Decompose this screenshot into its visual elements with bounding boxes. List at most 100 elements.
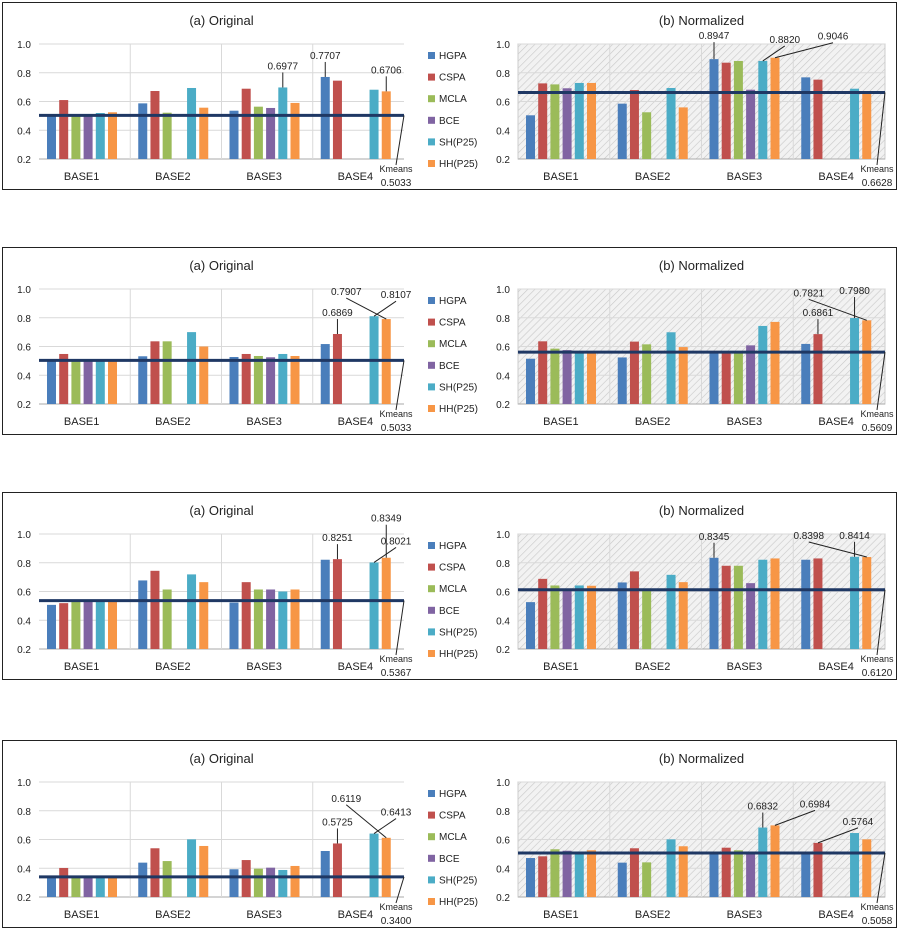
bar-bce-base1 [83, 360, 93, 404]
bar-cspa-base4 [332, 559, 342, 649]
legend-swatch [428, 606, 435, 614]
bar-shp25-base1 [574, 82, 584, 159]
bar-shp25-base1 [95, 600, 105, 649]
data-label: 0.6413 [381, 808, 412, 819]
bar-hgpa-base4 [801, 559, 811, 649]
y-tick-label: 0.4 [496, 371, 510, 382]
legend-swatch [428, 563, 435, 571]
legend-label: BCE [439, 116, 460, 127]
kmeans-value: 0.6120 [862, 668, 893, 679]
legend-label: SH(P25) [439, 137, 477, 148]
annotation-leader [808, 541, 867, 558]
x-tick-label: BASE4 [338, 171, 373, 183]
bar-shp25-base1 [574, 585, 584, 649]
y-tick-label: 0.6 [17, 836, 31, 847]
bar-hhp25-base2 [678, 347, 688, 404]
bar-shp25-base3 [278, 353, 288, 404]
bar-cspa-base4 [332, 334, 342, 404]
bar-shp25-base1 [95, 113, 105, 159]
x-tick-label: BASE2 [635, 171, 670, 183]
bar-cspa-base2 [629, 571, 639, 649]
bar-hgpa-base3 [709, 352, 719, 404]
bar-cspa-base4 [332, 843, 342, 897]
x-tick-label: BASE1 [543, 909, 578, 921]
legend-label: HGPA [439, 51, 467, 62]
y-tick-label: 0.2 [496, 400, 510, 411]
bar-shp25-base2 [187, 839, 197, 897]
bar-shp25-base3 [758, 325, 768, 404]
y-tick-label: 1.0 [17, 285, 31, 296]
y-tick-label: 1.0 [496, 285, 510, 296]
y-tick-label: 1.0 [496, 778, 510, 789]
bar-bce-base3 [266, 867, 276, 897]
x-tick-label: BASE1 [543, 416, 578, 428]
legend-swatch [428, 340, 435, 348]
annotation-leader [373, 818, 397, 834]
legend-swatch [428, 650, 435, 657]
x-tick-label: BASE2 [155, 909, 190, 921]
x-tick-label: BASE1 [64, 171, 99, 183]
bar-hgpa-base1 [47, 360, 56, 404]
bar-hhp25-base1 [587, 352, 596, 404]
x-tick-label: BASE1 [64, 416, 99, 428]
bar-bce-base3 [746, 345, 756, 404]
bar-cspa-base3 [721, 847, 731, 897]
legend-swatch [428, 318, 435, 326]
chart-normalized: (b) Normalized 0.2 0.4 0.6 0.8 1.0 BASE1 BASE2 B… [496, 13, 894, 189]
legend-label: CSPA [439, 318, 466, 329]
y-tick-label: 0.6 [496, 836, 510, 847]
y-tick-label: 0.4 [496, 864, 510, 875]
y-tick-label: 1.0 [17, 778, 31, 789]
kmeans-leader-line [876, 92, 886, 166]
kmeans-label: Kmeans [379, 164, 413, 174]
kmeans-label: Kmeans [379, 409, 413, 419]
kmeans-value: 0.5033 [381, 178, 412, 189]
figure-row-3: HGPA CSPA MCLA BCE SH(P25) HH(P25) (a) Origina… [2, 492, 897, 680]
bar-shp25-base3 [278, 87, 288, 159]
y-tick-label: 0.6 [17, 588, 31, 599]
bar-hgpa-base3 [229, 356, 239, 404]
kmeans-label: Kmeans [379, 902, 413, 912]
bar-hhp25-base3 [770, 825, 780, 897]
data-label: 0.8021 [381, 536, 412, 547]
bar-shp25-base4 [850, 318, 860, 404]
bar-hhp25-base2 [678, 582, 688, 649]
x-tick-label: BASE2 [155, 416, 190, 428]
kmeans-leader-line [395, 876, 405, 904]
y-tick-label: 0.2 [17, 155, 31, 166]
y-tick-label: 0.8 [17, 807, 31, 818]
data-label: 0.8349 [371, 514, 402, 525]
y-tick-label: 1.0 [17, 40, 31, 51]
legend-label: MCLA [439, 584, 467, 595]
bar-mcla-base3 [733, 565, 743, 649]
bar-shp25-base4 [369, 89, 379, 159]
legend-swatch [428, 833, 435, 841]
legend-swatch [428, 405, 435, 412]
data-label: 0.6977 [268, 61, 299, 72]
bar-cspa-base1 [538, 578, 548, 649]
y-tick-label: 0.4 [17, 371, 31, 382]
bar-hgpa-base3 [229, 602, 239, 649]
data-label: 0.5764 [843, 817, 874, 828]
x-tick-label: BASE4 [818, 661, 853, 673]
annotation-leader [345, 804, 387, 839]
legend-label: SH(P25) [439, 382, 477, 393]
legend-swatch [428, 790, 435, 797]
legend: HGPA CSPA MCLA BCE SH(P25) HH(P25) [428, 51, 478, 170]
legend-swatch [428, 297, 435, 304]
bar-mcla-base2 [642, 862, 652, 897]
bar-hgpa-base4 [801, 343, 811, 404]
x-tick-label: BASE4 [818, 416, 853, 428]
bar-hgpa-base1 [526, 358, 535, 404]
bar-hgpa-base4 [320, 76, 330, 159]
bar-bce-base3 [266, 107, 276, 159]
bar-shp25-base3 [278, 591, 288, 649]
legend-label: MCLA [439, 94, 467, 105]
bar-shp25-base1 [95, 876, 105, 897]
kmeans-label: Kmeans [860, 654, 894, 664]
bar-hhp25-base1 [587, 850, 596, 897]
bar-cspa-base1 [538, 856, 548, 897]
bar-hhp25-base2 [199, 582, 209, 649]
bar-shp25-base2 [187, 87, 197, 159]
kmeans-value: 0.5609 [862, 423, 893, 434]
